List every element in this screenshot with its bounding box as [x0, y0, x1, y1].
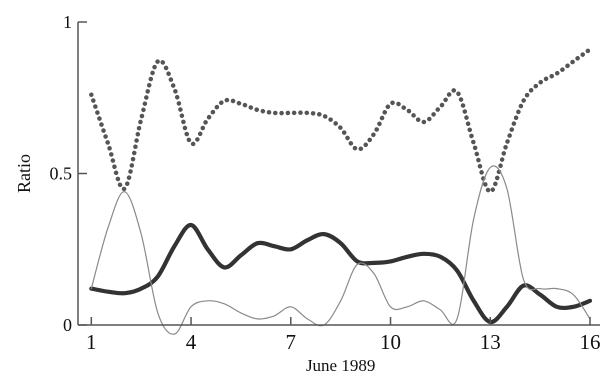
- y-tick-label: 0.5: [50, 164, 73, 184]
- x-axis-label: June 1989: [306, 356, 375, 375]
- x-tick-label: 1: [86, 330, 97, 354]
- series-line-thick: [89, 222, 593, 325]
- y-tick-label: 1: [63, 12, 72, 32]
- x-tick-label: 7: [286, 330, 297, 354]
- x-tick-label: 4: [186, 330, 197, 354]
- x-tick-label: 16: [580, 330, 601, 354]
- y-ticks: 00.51: [50, 12, 87, 335]
- x-tick-label: 10: [380, 330, 401, 354]
- series-line-dotted: [89, 47, 593, 194]
- x-tick-label: 13: [480, 330, 501, 354]
- y-tick-label: 0: [63, 315, 72, 335]
- series-line-thin: [90, 165, 591, 335]
- y-axis-label: Ratio: [14, 154, 34, 193]
- x-ticks: 1 4 7 10 13 16: [86, 317, 601, 354]
- plot-lines: [89, 47, 593, 335]
